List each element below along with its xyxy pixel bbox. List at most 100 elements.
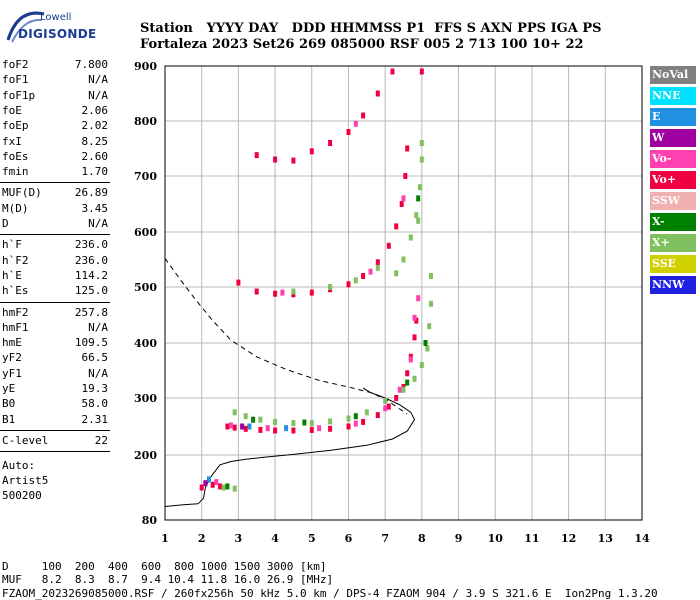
param-value: N/A bbox=[88, 88, 108, 102]
param-value: 8.25 bbox=[81, 134, 109, 148]
param-value: 26.89 bbox=[74, 186, 108, 200]
echo-point bbox=[405, 370, 410, 377]
echo-point bbox=[361, 112, 366, 119]
echo-point bbox=[390, 68, 395, 75]
y-tick-label: 400 bbox=[134, 337, 157, 350]
param-value: N/A bbox=[88, 73, 108, 87]
echo-point bbox=[236, 279, 241, 286]
digisonde-logo: Lowell DIGISONDE bbox=[4, 4, 96, 44]
plot-frame bbox=[164, 65, 643, 521]
legend-item: SSE bbox=[650, 255, 696, 273]
param-row: hmF2 257.8 bbox=[2, 306, 108, 321]
param-row: fxI 8.25 bbox=[2, 135, 108, 150]
echo-point bbox=[273, 427, 278, 434]
echo-point bbox=[346, 415, 351, 422]
param-label: foF2 bbox=[2, 58, 29, 71]
echo-point bbox=[401, 386, 406, 393]
x-tick-label: 14 bbox=[634, 532, 650, 545]
y-tick-label: 80 bbox=[142, 514, 158, 527]
echo-point bbox=[328, 418, 333, 425]
param-row: hmF1 N/A bbox=[2, 321, 108, 336]
legend-item: X- bbox=[650, 213, 696, 231]
y-tick-label: 900 bbox=[134, 60, 157, 73]
echo-point bbox=[240, 423, 245, 430]
legend-item: Vo- bbox=[650, 150, 696, 168]
legend-item: Vo+ bbox=[650, 171, 696, 189]
param-value: 22 bbox=[94, 433, 108, 447]
param-label: h`Es bbox=[2, 284, 29, 298]
param-label: MUF(D) bbox=[2, 186, 42, 200]
param-row: fmin 1.70 bbox=[2, 165, 108, 180]
echo-point bbox=[405, 145, 410, 152]
echo-point bbox=[232, 424, 237, 431]
logo-product: DIGISONDE bbox=[18, 27, 97, 41]
echo-point bbox=[412, 375, 417, 382]
echo-point bbox=[225, 423, 230, 430]
echo-point bbox=[247, 423, 252, 430]
polarization-legend: NoVal NNE E W Vo- Vo+ SSW X- X+ SSE NNW bbox=[650, 66, 696, 297]
param-value: 2.31 bbox=[81, 412, 109, 426]
param-row: foF1p N/A bbox=[2, 89, 108, 104]
echo-point bbox=[258, 426, 263, 433]
echo-point bbox=[210, 481, 215, 488]
echo-point bbox=[429, 273, 433, 279]
echo-point bbox=[412, 334, 417, 341]
echo-point bbox=[302, 419, 307, 426]
param-label: foF1p bbox=[2, 88, 36, 102]
echo-point bbox=[425, 345, 430, 352]
header-labels: Station YYYY DAY DDD HHMMSS P1 FFS S AXN… bbox=[140, 21, 602, 36]
param-value: 3.45 bbox=[81, 201, 109, 215]
echo-point bbox=[218, 483, 222, 490]
echo-point bbox=[375, 90, 380, 97]
legend-item: E bbox=[650, 108, 696, 126]
echo-point bbox=[403, 173, 408, 179]
param-value: 114.2 bbox=[74, 268, 108, 282]
echo-point bbox=[416, 195, 421, 202]
param-value: 1.70 bbox=[81, 165, 109, 179]
echo-point bbox=[243, 425, 248, 432]
param-row: foF1 N/A bbox=[2, 73, 108, 88]
echo-point bbox=[383, 397, 388, 404]
echo-point bbox=[309, 289, 314, 296]
param-row: hmE 109.5 bbox=[2, 336, 108, 351]
legend-item: W bbox=[650, 129, 696, 147]
echo-point bbox=[273, 418, 278, 425]
param-separator bbox=[0, 234, 110, 236]
echo-point bbox=[254, 152, 259, 159]
param-row: C-level 22 bbox=[2, 434, 108, 449]
param-label: h`E bbox=[2, 268, 22, 282]
param-value: N/A bbox=[88, 320, 108, 334]
echo-point bbox=[214, 479, 219, 486]
echo-point bbox=[368, 268, 373, 275]
x-tick-label: 1 bbox=[161, 532, 169, 545]
echo-point bbox=[361, 418, 366, 425]
echo-point bbox=[284, 425, 289, 432]
echo-point bbox=[225, 483, 230, 490]
echo-point bbox=[364, 409, 369, 416]
echo-point bbox=[353, 413, 358, 420]
echo-point bbox=[386, 403, 391, 410]
echo-point bbox=[254, 288, 259, 295]
param-value: 109.5 bbox=[74, 336, 108, 350]
logo-brand: Lowell bbox=[40, 12, 72, 23]
echo-point bbox=[280, 289, 285, 296]
y-tick-label: 700 bbox=[134, 170, 157, 183]
echo-point bbox=[397, 386, 402, 393]
param-row: foE 2.06 bbox=[2, 104, 108, 119]
param-label: fmin bbox=[2, 165, 29, 179]
param-label: hmF1 bbox=[2, 320, 29, 334]
echo-point bbox=[414, 212, 419, 219]
param-row: foEp 2.02 bbox=[2, 119, 108, 134]
echo-point bbox=[361, 273, 366, 279]
echo-point bbox=[309, 420, 314, 427]
x-tick-label: 11 bbox=[524, 532, 539, 545]
echo-point bbox=[419, 362, 424, 368]
echo-point bbox=[229, 422, 233, 429]
x-tick-label: 5 bbox=[308, 532, 316, 545]
echo-point bbox=[291, 420, 296, 427]
y-tick-label: 500 bbox=[134, 281, 157, 294]
y-tick-label: 600 bbox=[134, 226, 157, 239]
param-value: N/A bbox=[88, 366, 108, 380]
echo-point bbox=[423, 340, 428, 346]
